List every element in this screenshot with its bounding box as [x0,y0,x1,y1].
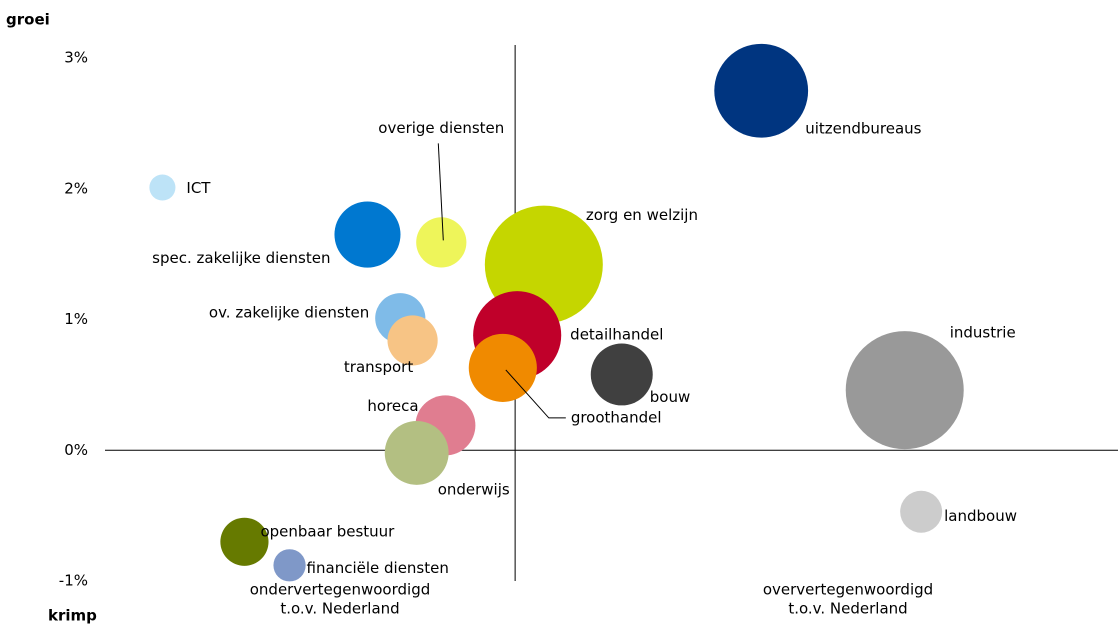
bubble-label: detailhandel [570,326,663,344]
bubble-label: landbouw [944,507,1017,525]
bubble [714,43,809,138]
bubble-label: uitzendbureaus [805,119,921,137]
bubble-label: ov. zakelijke diensten [209,304,369,322]
y-label-bottom: krimp [48,607,97,625]
bubble [387,315,438,366]
bubble-label: industrie [950,324,1016,342]
bubble-label: ICT [186,179,211,197]
bubble [900,490,943,533]
bubble-label: onderwijs [438,480,510,498]
bubble [468,333,537,402]
annotation: t.o.v. Nederland [280,600,399,618]
annotation: ondervertegenwoordigd [250,581,431,599]
annotation: t.o.v. Nederland [788,600,907,618]
bubble [149,174,176,201]
bubble-label: transport [344,358,413,376]
y-tick-label: 2% [64,179,88,197]
bubble [384,420,449,485]
bubble [590,343,653,406]
bubble-label: groothandel [571,408,662,426]
y-label-top: groei [6,11,50,29]
y-tick-label: 3% [64,49,88,67]
bubble-label: zorg en welzijn [586,206,698,224]
bubble-label: spec. zakelijke diensten [152,249,330,267]
bubble-label: financiële diensten [307,559,449,577]
annotation: oververtegenwoordigd [763,581,933,599]
bubble-label: openbaar bestuur [260,522,395,540]
y-tick-label: 1% [64,310,88,328]
y-tick-label: 0% [64,441,88,459]
leader-line [437,143,444,241]
leader-line [505,369,566,419]
bubble [416,217,467,268]
bubble [273,549,306,582]
bubble [334,201,401,268]
bubble [220,517,269,566]
bubble-label: bouw [650,388,690,406]
y-tick-label: -1% [59,572,88,590]
bubble [845,331,964,450]
bubble-label: overige diensten [378,119,504,137]
bubble-label: horeca [367,397,418,415]
